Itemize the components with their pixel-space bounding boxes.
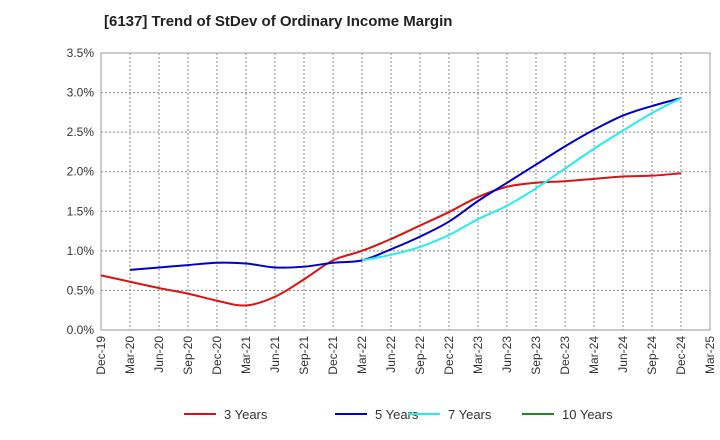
y-tick-label: 0.0% <box>67 323 95 337</box>
x-tick-label: Jun-22 <box>384 336 398 373</box>
x-tick-label: Mar-20 <box>123 336 137 374</box>
y-tick-label: 3.0% <box>67 86 95 100</box>
series-line-7-years <box>361 97 682 262</box>
x-tick-label: Dec-19 <box>94 336 108 375</box>
x-tick-label: Dec-21 <box>326 336 340 375</box>
x-tick-label: Jun-21 <box>268 336 282 373</box>
x-tick-label: Dec-23 <box>558 336 572 375</box>
x-tick-label: Mar-22 <box>355 336 369 374</box>
chart-title: [6137] Trend of StDev of Ordinary Income… <box>104 13 453 30</box>
series-line-5-years <box>129 97 682 271</box>
x-tick-label: Mar-24 <box>587 336 601 374</box>
x-tick-label: Sep-22 <box>413 336 427 375</box>
x-tick-label: Mar-23 <box>471 336 485 374</box>
x-axis-ticks: Dec-19 Mar-20 Jun-20 Sep-20 Dec-20 Mar-21 Jun-… <box>94 336 717 375</box>
y-tick-label: 1.0% <box>67 244 95 258</box>
y-tick-label: 1.5% <box>67 204 95 218</box>
x-tick-label: Sep-20 <box>181 336 195 375</box>
legend-label: 5 Years <box>375 407 419 422</box>
x-tick-label: Dec-24 <box>674 336 688 375</box>
x-tick-label: Jun-23 <box>500 336 514 373</box>
x-tick-label: Jun-20 <box>152 336 166 373</box>
series-line-3-years <box>100 172 682 307</box>
x-tick-label: Mar-25 <box>703 336 717 374</box>
legend-label: 7 Years <box>448 407 492 422</box>
legend-label: 10 Years <box>562 407 613 422</box>
x-tick-label: Dec-22 <box>442 336 456 375</box>
series-lines <box>100 97 682 307</box>
x-tick-label: Mar-21 <box>239 336 253 374</box>
y-tick-label: 0.5% <box>67 283 95 297</box>
x-tick-label: Sep-24 <box>645 336 659 375</box>
x-tick-label: Sep-23 <box>529 336 543 375</box>
legend: 3 Years 5 Years 7 Years 10 Years <box>184 407 613 422</box>
legend-label: 3 Years <box>224 407 268 422</box>
y-tick-label: 2.5% <box>67 125 95 139</box>
grid <box>101 53 710 330</box>
x-tick-label: Sep-21 <box>297 336 311 375</box>
y-tick-label: 3.5% <box>67 46 95 60</box>
y-axis-ticks: 0.0% 0.5% 1.0% 1.5% 2.0% 2.5% 3.0% 3.5% <box>67 46 95 337</box>
plot-frame <box>100 52 711 331</box>
x-tick-label: Jun-24 <box>616 336 630 373</box>
y-tick-label: 2.0% <box>67 165 95 179</box>
x-tick-label: Dec-20 <box>210 336 224 375</box>
